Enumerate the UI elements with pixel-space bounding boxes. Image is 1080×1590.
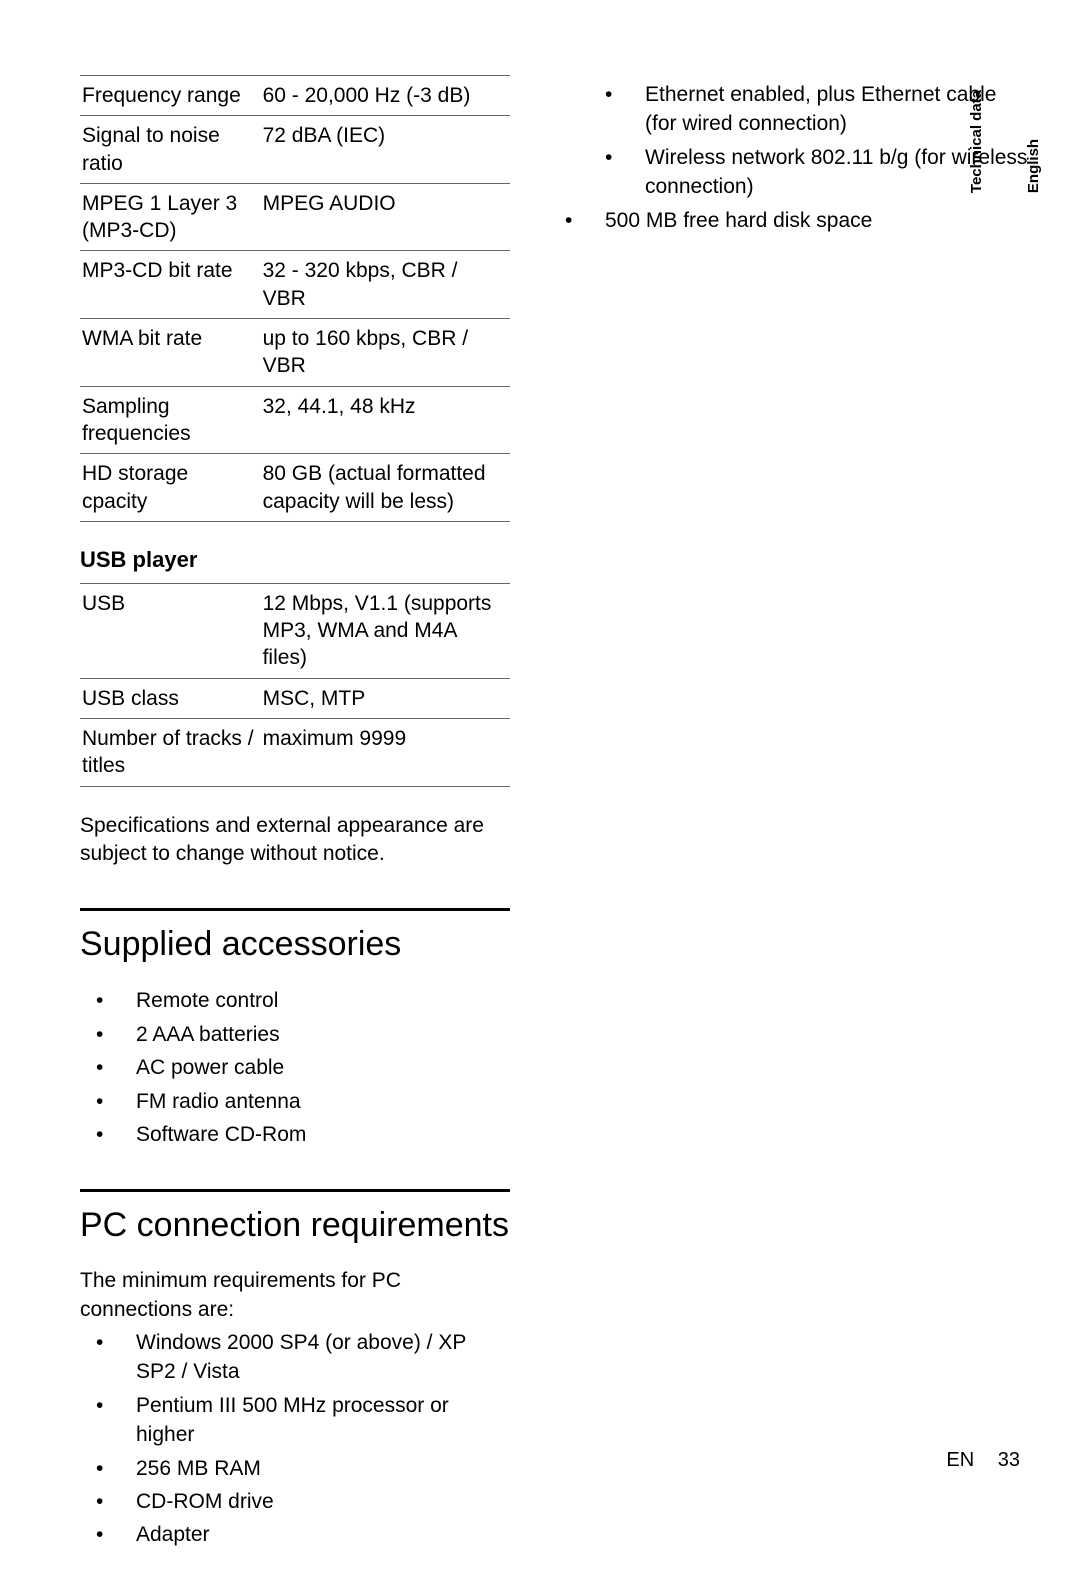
pc-requirements-list: Windows 2000 SP4 (or above) / XP SP2 / V… <box>80 1328 510 1550</box>
table-row: Number of tracks / titlesmaximum 9999 <box>80 719 510 787</box>
spec-value: 12 Mbps, V1.1 (supports MP3, WMA and M4A… <box>261 583 510 678</box>
spec-value: 72 dBA (IEC) <box>261 116 510 184</box>
spec-label: WMA bit rate <box>80 319 261 387</box>
footer-page-number: 33 <box>998 1449 1020 1471</box>
section-rule <box>80 908 510 911</box>
list-item: 2 AAA batteries <box>96 1020 510 1049</box>
table-row: Sampling frequencies32, 44.1, 48 kHz <box>80 386 510 454</box>
pc-requirements-list-cont: 500 MB free hard disk space <box>565 206 1030 235</box>
accessories-list: Remote control 2 AAA batteries AC power … <box>80 986 510 1149</box>
spec-value: maximum 9999 <box>261 719 510 787</box>
spec-value: 60 - 20,000 Hz (-3 dB) <box>261 76 510 116</box>
spec-label: USB <box>80 583 261 678</box>
spec-value: up to 160 kbps, CBR / VBR <box>261 319 510 387</box>
spec-value: MPEG AUDIO <box>261 183 510 251</box>
list-item: FM radio antenna <box>96 1087 510 1116</box>
table-row: MPEG 1 Layer 3 (MP3-CD)MPEG AUDIO <box>80 183 510 251</box>
side-section-label: Technical data <box>968 90 985 193</box>
spec-value: MSC, MTP <box>261 678 510 718</box>
table-row: HD storage cpacity80 GB (actual formatte… <box>80 454 510 522</box>
list-item: Adapter <box>96 1520 510 1549</box>
footer-lang: EN <box>946 1449 974 1471</box>
list-item: 500 MB free hard disk space <box>565 206 1030 235</box>
spec-table-1: Frequency range60 - 20,000 Hz (-3 dB) Si… <box>80 75 510 522</box>
table-row: WMA bit rateup to 160 kbps, CBR / VBR <box>80 319 510 387</box>
section-rule <box>80 1189 510 1192</box>
spec-label: USB class <box>80 678 261 718</box>
spec-value: 80 GB (actual formatted capacity will be… <box>261 454 510 522</box>
pc-intro-text: The minimum requirements for PC connecti… <box>80 1267 510 1324</box>
spec-label: Number of tracks / titles <box>80 719 261 787</box>
list-item: Software CD-Rom <box>96 1120 510 1149</box>
table-row: Frequency range60 - 20,000 Hz (-3 dB) <box>80 76 510 116</box>
spec-label: Sampling frequencies <box>80 386 261 454</box>
list-item: Windows 2000 SP4 (or above) / XP SP2 / V… <box>96 1328 510 1387</box>
spec-label: Frequency range <box>80 76 261 116</box>
table-row: Signal to noise ratio72 dBA (IEC) <box>80 116 510 184</box>
list-item: Pentium III 500 MHz processor or higher <box>96 1391 510 1450</box>
table-row: USB classMSC, MTP <box>80 678 510 718</box>
spec-label: MPEG 1 Layer 3 (MP3-CD) <box>80 183 261 251</box>
change-notice: Specifications and external appearance a… <box>80 812 510 869</box>
spec-label: MP3-CD bit rate <box>80 251 261 319</box>
side-language-label: English <box>1025 90 1042 193</box>
table-row: MP3-CD bit rate32 - 320 kbps, CBR / VBR <box>80 251 510 319</box>
spec-label: Signal to noise ratio <box>80 116 261 184</box>
table-row: USB12 Mbps, V1.1 (supports MP3, WMA and … <box>80 583 510 678</box>
spec-label: HD storage cpacity <box>80 454 261 522</box>
accessories-heading: Supplied accessories <box>80 925 510 964</box>
pc-requirements-heading: PC connection requirements <box>80 1206 510 1245</box>
spec-table-2: USB12 Mbps, V1.1 (supports MP3, WMA and … <box>80 583 510 787</box>
list-item: AC power cable <box>96 1053 510 1082</box>
side-tabs: English Technical data <box>951 90 1042 193</box>
usb-player-heading: USB player <box>80 547 510 573</box>
spec-value: 32 - 320 kbps, CBR / VBR <box>261 251 510 319</box>
list-item: 256 MB RAM <box>96 1454 510 1483</box>
list-item: CD-ROM drive <box>96 1487 510 1516</box>
page-footer: EN 33 <box>946 1449 1020 1472</box>
list-item: Remote control <box>96 986 510 1015</box>
spec-value: 32, 44.1, 48 kHz <box>261 386 510 454</box>
